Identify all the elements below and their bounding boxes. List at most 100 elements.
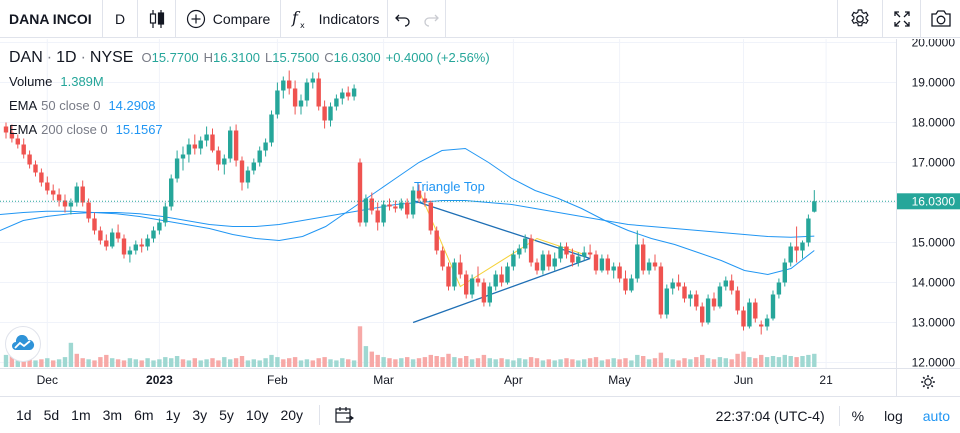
candle-body: [458, 262, 463, 275]
candle-body: [180, 154, 186, 159]
candle: [499, 266, 504, 287]
candle-body: [257, 150, 262, 163]
ema200-legend-row[interactable]: EMA 200 close 0 15.1567: [9, 118, 495, 142]
candle: [422, 192, 428, 207]
snapshot-button[interactable]: [920, 0, 960, 38]
range-20y[interactable]: 20y: [280, 407, 304, 423]
candle-body: [617, 266, 622, 279]
volume-bar: [800, 356, 805, 367]
candle: [222, 154, 227, 175]
candle-body: [216, 150, 221, 165]
interval-button[interactable]: D: [103, 0, 138, 38]
volume-bar: [523, 359, 528, 367]
volume-bar: [717, 357, 723, 367]
redo-button[interactable]: [422, 0, 440, 38]
range-1d[interactable]: 1d: [16, 407, 32, 423]
candle-body: [593, 254, 599, 271]
range-10y[interactable]: 10y: [245, 407, 269, 423]
candle-body: [475, 278, 481, 283]
volume-bar: [3, 354, 9, 367]
volume-bar: [528, 357, 534, 367]
volume-bar: [322, 357, 327, 367]
candle: [705, 294, 711, 325]
auto-scale-toggle[interactable]: auto: [922, 407, 950, 424]
candle-body: [251, 162, 256, 171]
range-5d[interactable]: 5d: [43, 407, 60, 423]
range-1y[interactable]: 1y: [165, 407, 181, 423]
candle-body: [56, 194, 62, 201]
candles-icon: [149, 9, 164, 28]
candle-body: [464, 274, 469, 295]
volume-bar: [464, 356, 469, 367]
time-range-group: 1d 5d 1m 3m 6m 1y 3y 5y 10y 20y: [0, 397, 309, 433]
volume-bar: [357, 326, 363, 367]
volume-legend-row[interactable]: Volume 1.389M: [9, 70, 495, 94]
volume-bar: [505, 359, 510, 367]
volume-bar: [351, 360, 357, 367]
volume-bar: [546, 359, 551, 367]
ema50-legend-row[interactable]: EMA 50 close 0 14.2908: [9, 94, 495, 118]
candle: [782, 258, 787, 287]
candle-body: [275, 90, 280, 115]
volume-bar: [346, 359, 351, 367]
range-5y[interactable]: 5y: [219, 407, 234, 423]
go-to-date-button[interactable]: [328, 397, 360, 433]
compare-button[interactable]: Compare: [176, 0, 281, 38]
volume-label: Volume: [9, 74, 53, 89]
settings-button[interactable]: [837, 0, 882, 38]
volume-bar: [157, 359, 162, 367]
candle: [257, 146, 262, 167]
log-scale-toggle[interactable]: log: [884, 407, 903, 424]
candle: [275, 82, 280, 119]
volume-bar: [664, 358, 669, 367]
volume-bar: [641, 356, 646, 367]
candle: [110, 228, 115, 249]
candle: [80, 180, 85, 207]
compare-label: Compare: [212, 10, 271, 27]
legend-symbol[interactable]: DAN: [9, 49, 43, 66]
clock[interactable]: 22:37:04 (UTC-4): [715, 407, 825, 424]
range-3m[interactable]: 3m: [102, 407, 123, 423]
indicators-button[interactable]: f x Indicators: [281, 0, 388, 38]
volume-bar: [310, 360, 315, 367]
candle-body: [741, 310, 746, 327]
symbol-name[interactable]: DANA INCOI: [9, 10, 92, 27]
candle-body: [511, 254, 516, 267]
candle: [68, 198, 74, 215]
range-1m[interactable]: 1m: [71, 407, 91, 423]
volume-bar: [723, 358, 728, 367]
price-chart[interactable]: 20.000019.000018.000017.000016.000015.00…: [0, 39, 960, 396]
candle: [387, 198, 392, 211]
candle: [192, 134, 197, 155]
percent-scale-toggle[interactable]: %: [851, 407, 865, 424]
candle: [452, 258, 457, 291]
symbol-search[interactable]: DANA INCOI: [0, 0, 103, 38]
chart-type-button[interactable]: [138, 0, 176, 38]
candle-body: [210, 134, 215, 151]
ema50-params: 50 close 0: [41, 98, 101, 113]
volume-value: 1.389M: [60, 74, 104, 89]
candle-body: [794, 246, 799, 251]
candle: [292, 80, 298, 115]
candle: [381, 200, 386, 227]
legend-interval: 1D: [56, 49, 77, 66]
range-6m[interactable]: 6m: [134, 407, 154, 423]
undo-button[interactable]: [394, 0, 412, 38]
time-tick-label: Jun: [734, 373, 753, 387]
axis-settings-icon[interactable]: [921, 375, 935, 389]
pattern-annotation[interactable]: Triangle Top: [414, 179, 485, 194]
range-3y[interactable]: 3y: [192, 407, 208, 423]
candle: [652, 254, 658, 271]
candle: [115, 224, 121, 243]
candle: [281, 76, 286, 99]
tradingview-logo[interactable]: [5, 326, 41, 362]
volume-bar: [210, 358, 215, 367]
candle: [86, 198, 91, 223]
fullscreen-button[interactable]: [882, 0, 920, 38]
low-value: 15.7500: [272, 50, 320, 65]
candle: [363, 194, 369, 227]
candle: [74, 182, 79, 207]
chart-pane[interactable]: 20.000019.000018.000017.000016.000015.00…: [0, 39, 960, 396]
candle: [558, 242, 563, 263]
candle: [139, 238, 144, 253]
